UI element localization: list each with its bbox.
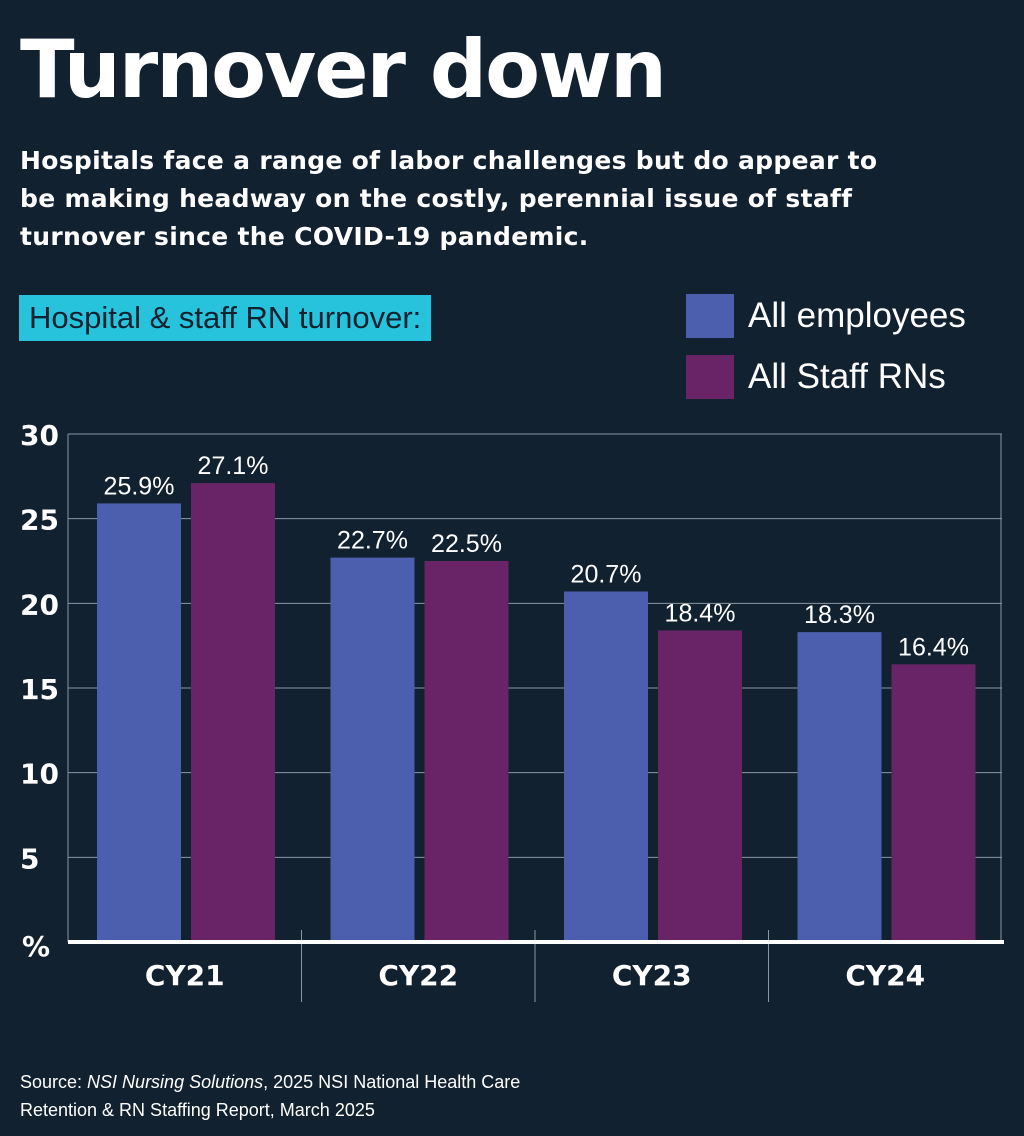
data-label: 22.5% [431, 530, 502, 558]
bar-cy21-all-employees [97, 503, 181, 942]
source-publisher: NSI Nursing Solutions [87, 1072, 264, 1092]
y-axis-label: % [22, 930, 50, 963]
legend-swatch [686, 294, 734, 338]
legend-label: All employees [748, 296, 966, 335]
data-label: 25.9% [104, 472, 175, 500]
data-label: 16.4% [898, 633, 969, 661]
bar-cy22-all-employees [330, 557, 415, 942]
data-label: 22.7% [337, 527, 408, 555]
y-tick-label: 25 [20, 504, 59, 537]
subtitle: Hospitals face a range of labor challeng… [20, 146, 878, 251]
bar-cy23-all-employees [564, 591, 648, 942]
legend-label: All Staff RNs [748, 357, 946, 396]
y-tick-label: 5 [20, 842, 39, 875]
legend-item-all-employees: All employees [686, 294, 966, 338]
x-tick-label: CY21 [145, 959, 225, 992]
legend: All employees All Staff RNs [686, 294, 966, 416]
source-note: Source: NSI Nursing Solutions, 2025 NSI … [20, 1068, 520, 1124]
data-label: 27.1% [198, 452, 269, 480]
y-tick-label: 10 [20, 758, 59, 791]
source-prefix: Source: [20, 1072, 88, 1092]
x-tick-label: CY23 [612, 959, 692, 992]
source-line2: Retention & RN Staffing Report, March 20… [20, 1100, 375, 1120]
x-tick-label: CY22 [378, 959, 458, 992]
source-rest: , 2025 NSI National Health Care [263, 1072, 521, 1092]
chart-label: Hospital & staff RN turnover: [19, 295, 432, 341]
bar-cy24-staff-rns [891, 664, 976, 942]
page-title: Turnover down [20, 23, 667, 116]
y-tick-label: 20 [20, 588, 59, 621]
bar-cy24-all-employees [797, 632, 882, 942]
data-label: 18.4% [665, 599, 736, 627]
x-tick-label: CY24 [845, 959, 925, 992]
bar-cy23-staff-rns [658, 630, 742, 942]
data-label: 18.3% [804, 601, 875, 629]
bar-cy22-staff-rns [424, 561, 509, 942]
legend-swatch [686, 355, 734, 399]
y-tick-label: 30 [20, 419, 59, 452]
bar-cy21-staff-rns [191, 483, 275, 942]
data-label: 20.7% [571, 560, 642, 588]
legend-item-all-staff-rns: All Staff RNs [686, 355, 966, 399]
y-tick-label: 15 [20, 673, 59, 706]
